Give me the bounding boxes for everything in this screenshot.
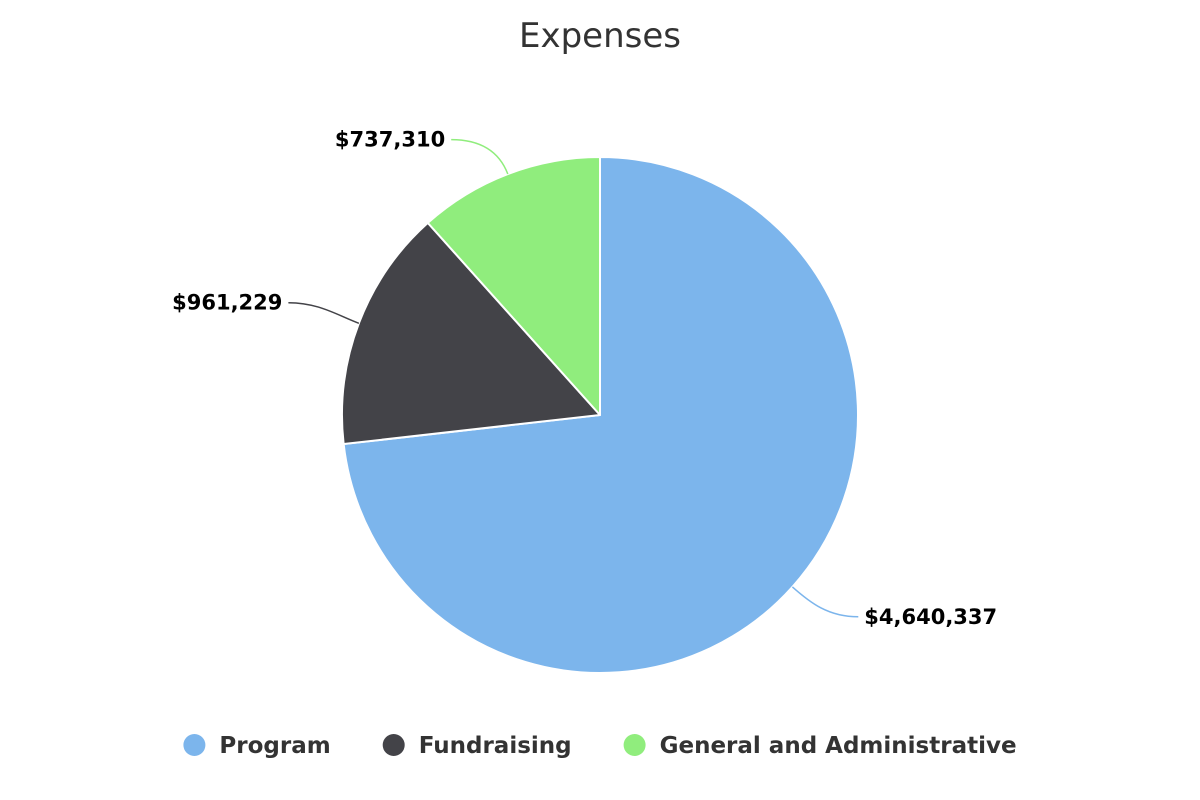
legend-marker-general-and-administrative [623,734,646,756]
pie-slice-fundraising[interactable] [341,221,601,446]
legend-item-program[interactable]: Program [183,733,331,759]
legend: Program Fundraising General and Administra… [183,733,1017,759]
legend-marker-fundraising [382,734,405,756]
pie-slice-general-and-administrative[interactable] [426,156,601,416]
connector-fundraising [288,301,360,325]
legend-marker-program [183,734,206,756]
legend-item-fundraising[interactable]: Fundraising [382,733,572,759]
legend-label-general-and-administrative: General and Administrative [660,733,1017,759]
pie-slices [341,156,859,674]
data-label-fundraising: $961,229 [172,291,282,315]
legend-label-program: Program [219,733,330,759]
connector-program [791,586,859,618]
legend-label-fundraising: Fundraising [419,733,572,759]
data-labels: $4,640,337 $961,229 $737,310 [172,128,997,629]
label-connectors [288,138,859,618]
legend-item-general-and-administrative[interactable]: General and Administrative [623,733,1017,759]
data-label-program: $4,640,337 [864,605,997,629]
data-label-general-and-administrative: $737,310 [335,128,445,152]
chart-title: Expenses [519,16,681,56]
connector-general-and-administrative [451,138,509,175]
